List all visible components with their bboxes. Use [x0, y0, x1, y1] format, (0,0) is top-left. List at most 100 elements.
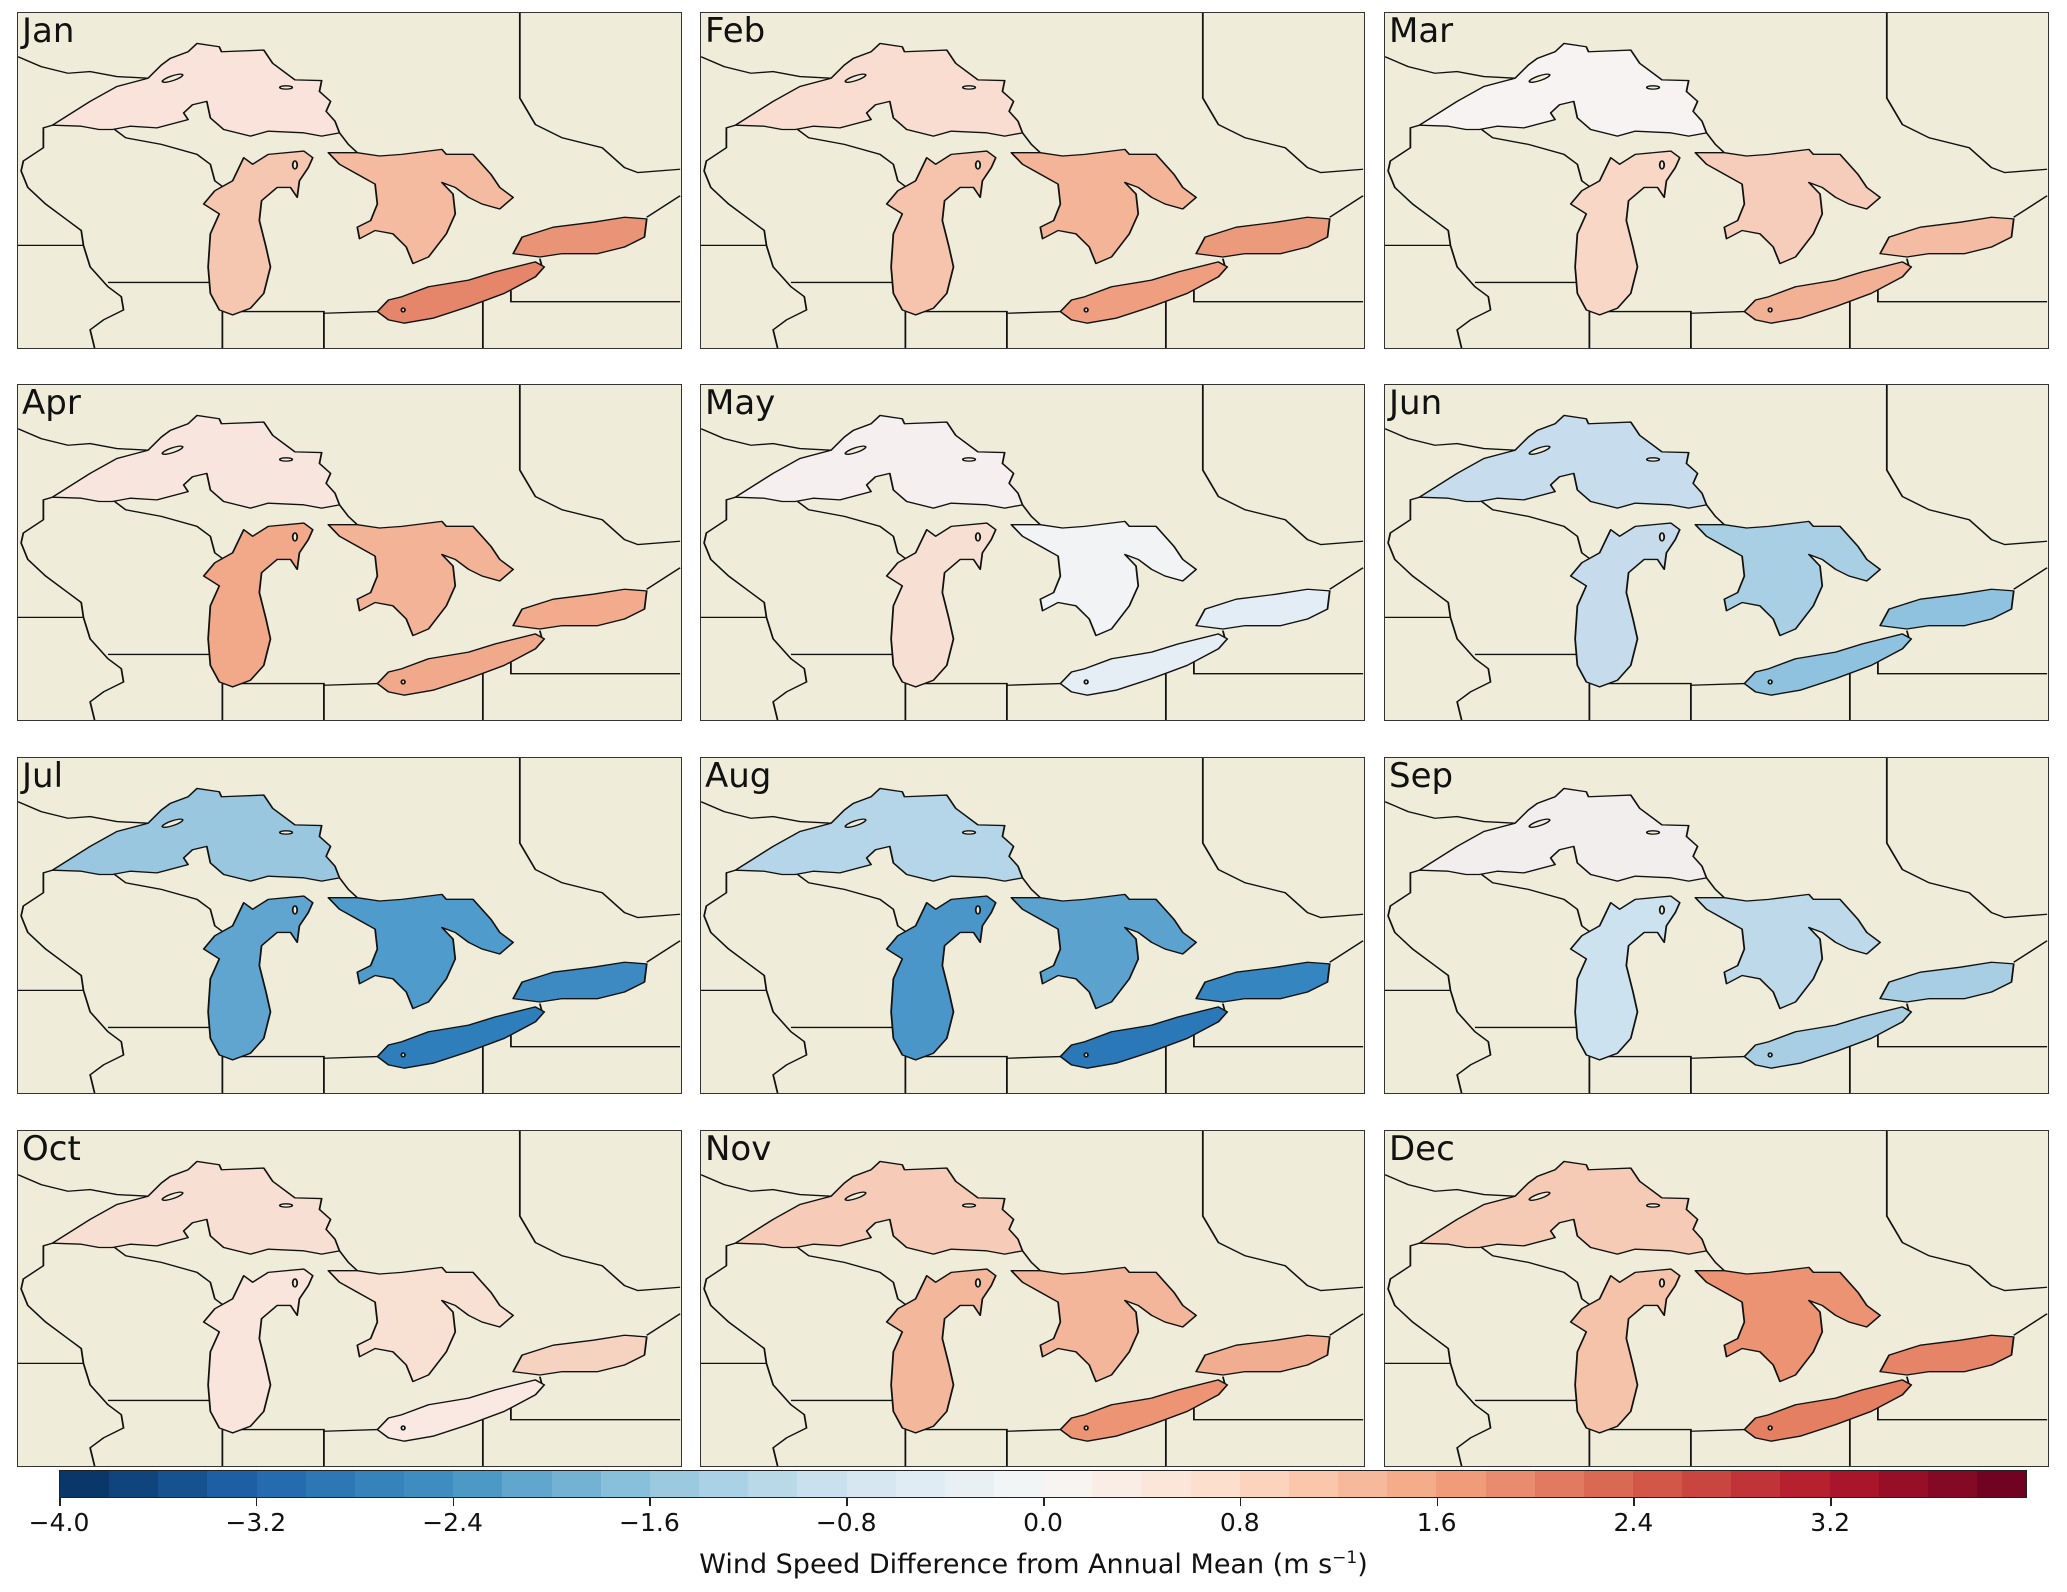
colorbar-segment	[649, 1471, 700, 1497]
island	[961, 85, 977, 90]
colorbar-segment	[1239, 1471, 1289, 1497]
border-line	[1329, 1313, 1364, 1336]
colorbar-segment	[944, 1471, 994, 1497]
border-line	[518, 385, 681, 546]
border-line	[518, 1131, 681, 1292]
border-line	[2013, 1313, 2048, 1336]
colorbar-segment	[1485, 1471, 1535, 1497]
colorbar-segment	[1780, 1471, 1830, 1497]
border-line	[18, 56, 149, 79]
lake-michigan	[885, 1268, 997, 1434]
colorbar-segment	[1583, 1471, 1633, 1497]
border-line	[1385, 56, 1516, 79]
border-line	[1705, 132, 1725, 154]
island	[1767, 679, 1773, 685]
lake-erie	[376, 261, 546, 324]
island	[1083, 307, 1089, 313]
lake-huron	[327, 893, 515, 1010]
island	[1645, 85, 1661, 90]
border-line	[1387, 496, 1492, 720]
border-line	[1885, 758, 2048, 919]
border-line	[113, 1247, 225, 1306]
border-line	[1690, 682, 1745, 686]
colorbar-segment	[354, 1471, 405, 1497]
lake-michigan	[885, 895, 997, 1061]
lake-superior	[1418, 1160, 1708, 1255]
island	[1083, 1425, 1089, 1431]
lake-huron	[327, 148, 515, 265]
border-line	[518, 13, 681, 174]
lake-erie	[1059, 261, 1229, 324]
colorbar-tick-label: −3.2	[225, 1508, 287, 1537]
island	[400, 679, 406, 685]
lake-huron	[1694, 520, 1882, 637]
border-line	[113, 874, 225, 933]
island	[1767, 1425, 1773, 1431]
lake-huron	[327, 1266, 515, 1383]
colorbar-segment	[846, 1471, 896, 1497]
border-line	[905, 310, 1008, 348]
lake-erie	[1059, 1379, 1229, 1442]
lake-ontario	[1195, 1334, 1331, 1376]
border-line	[323, 1055, 378, 1059]
border-line	[113, 501, 225, 560]
colorbar-segment	[60, 1471, 110, 1497]
lake-superior	[1418, 42, 1708, 137]
lake-erie	[376, 1379, 546, 1442]
lake-ontario	[512, 1334, 648, 1376]
island	[961, 1203, 977, 1208]
island	[278, 85, 294, 90]
colorbar-label-text: Wind Speed Difference from Annual Mean (…	[699, 1549, 1333, 1580]
island	[844, 73, 867, 83]
border-line	[323, 310, 378, 314]
island	[1767, 1052, 1773, 1058]
map-panel-jan: Jan	[17, 12, 682, 349]
border-line	[1021, 877, 1041, 899]
panel-month-label: Nov	[705, 1130, 772, 1169]
colorbar-label: Wind Speed Difference from Annual Mean (…	[0, 1548, 2067, 1580]
border-line	[1589, 1055, 1692, 1093]
island	[1658, 1278, 1666, 1288]
island	[291, 905, 299, 915]
colorbar-segment	[207, 1471, 257, 1497]
panel-month-label: Mar	[1389, 12, 1454, 51]
map-svg	[1385, 1131, 2048, 1466]
colorbar-segment	[502, 1471, 552, 1497]
island	[1528, 1191, 1551, 1201]
colorbar-tick-label: 1.6	[1416, 1508, 1457, 1537]
panel-month-label: Jun	[1389, 384, 1443, 423]
border-line	[1387, 1242, 1492, 1466]
island	[291, 532, 299, 542]
island	[961, 457, 977, 462]
colorbar-segment	[1829, 1471, 1879, 1497]
lake-michigan	[885, 150, 997, 316]
lake-michigan	[1569, 1268, 1681, 1434]
lake-ontario	[1195, 216, 1331, 258]
lake-superior	[734, 42, 1024, 137]
panel-month-label: Feb	[705, 12, 766, 51]
panel-month-label: Oct	[22, 1130, 81, 1169]
island	[291, 160, 299, 170]
border-line	[1021, 132, 1041, 154]
island	[278, 457, 294, 462]
colorbar-tick-label: −4.0	[28, 1508, 90, 1537]
border-line	[1006, 1055, 1061, 1059]
map-panel-apr: Apr	[17, 384, 682, 721]
island	[400, 307, 406, 313]
border-line	[905, 1428, 1008, 1466]
panel-month-label: May	[705, 384, 776, 423]
border-line	[2013, 567, 2048, 590]
island	[844, 445, 867, 455]
island	[844, 818, 867, 828]
lake-superior	[51, 787, 341, 882]
lake-superior	[734, 414, 1024, 509]
border-line	[338, 132, 358, 154]
colorbar-segment	[1190, 1471, 1240, 1497]
lake-michigan	[202, 1268, 314, 1434]
colorbar-tick	[1043, 1498, 1045, 1506]
colorbar-tick-label: −2.4	[422, 1508, 483, 1537]
border-line	[518, 758, 681, 919]
lake-superior	[51, 1160, 341, 1255]
border-line	[796, 874, 908, 933]
lake-ontario	[1195, 588, 1331, 630]
